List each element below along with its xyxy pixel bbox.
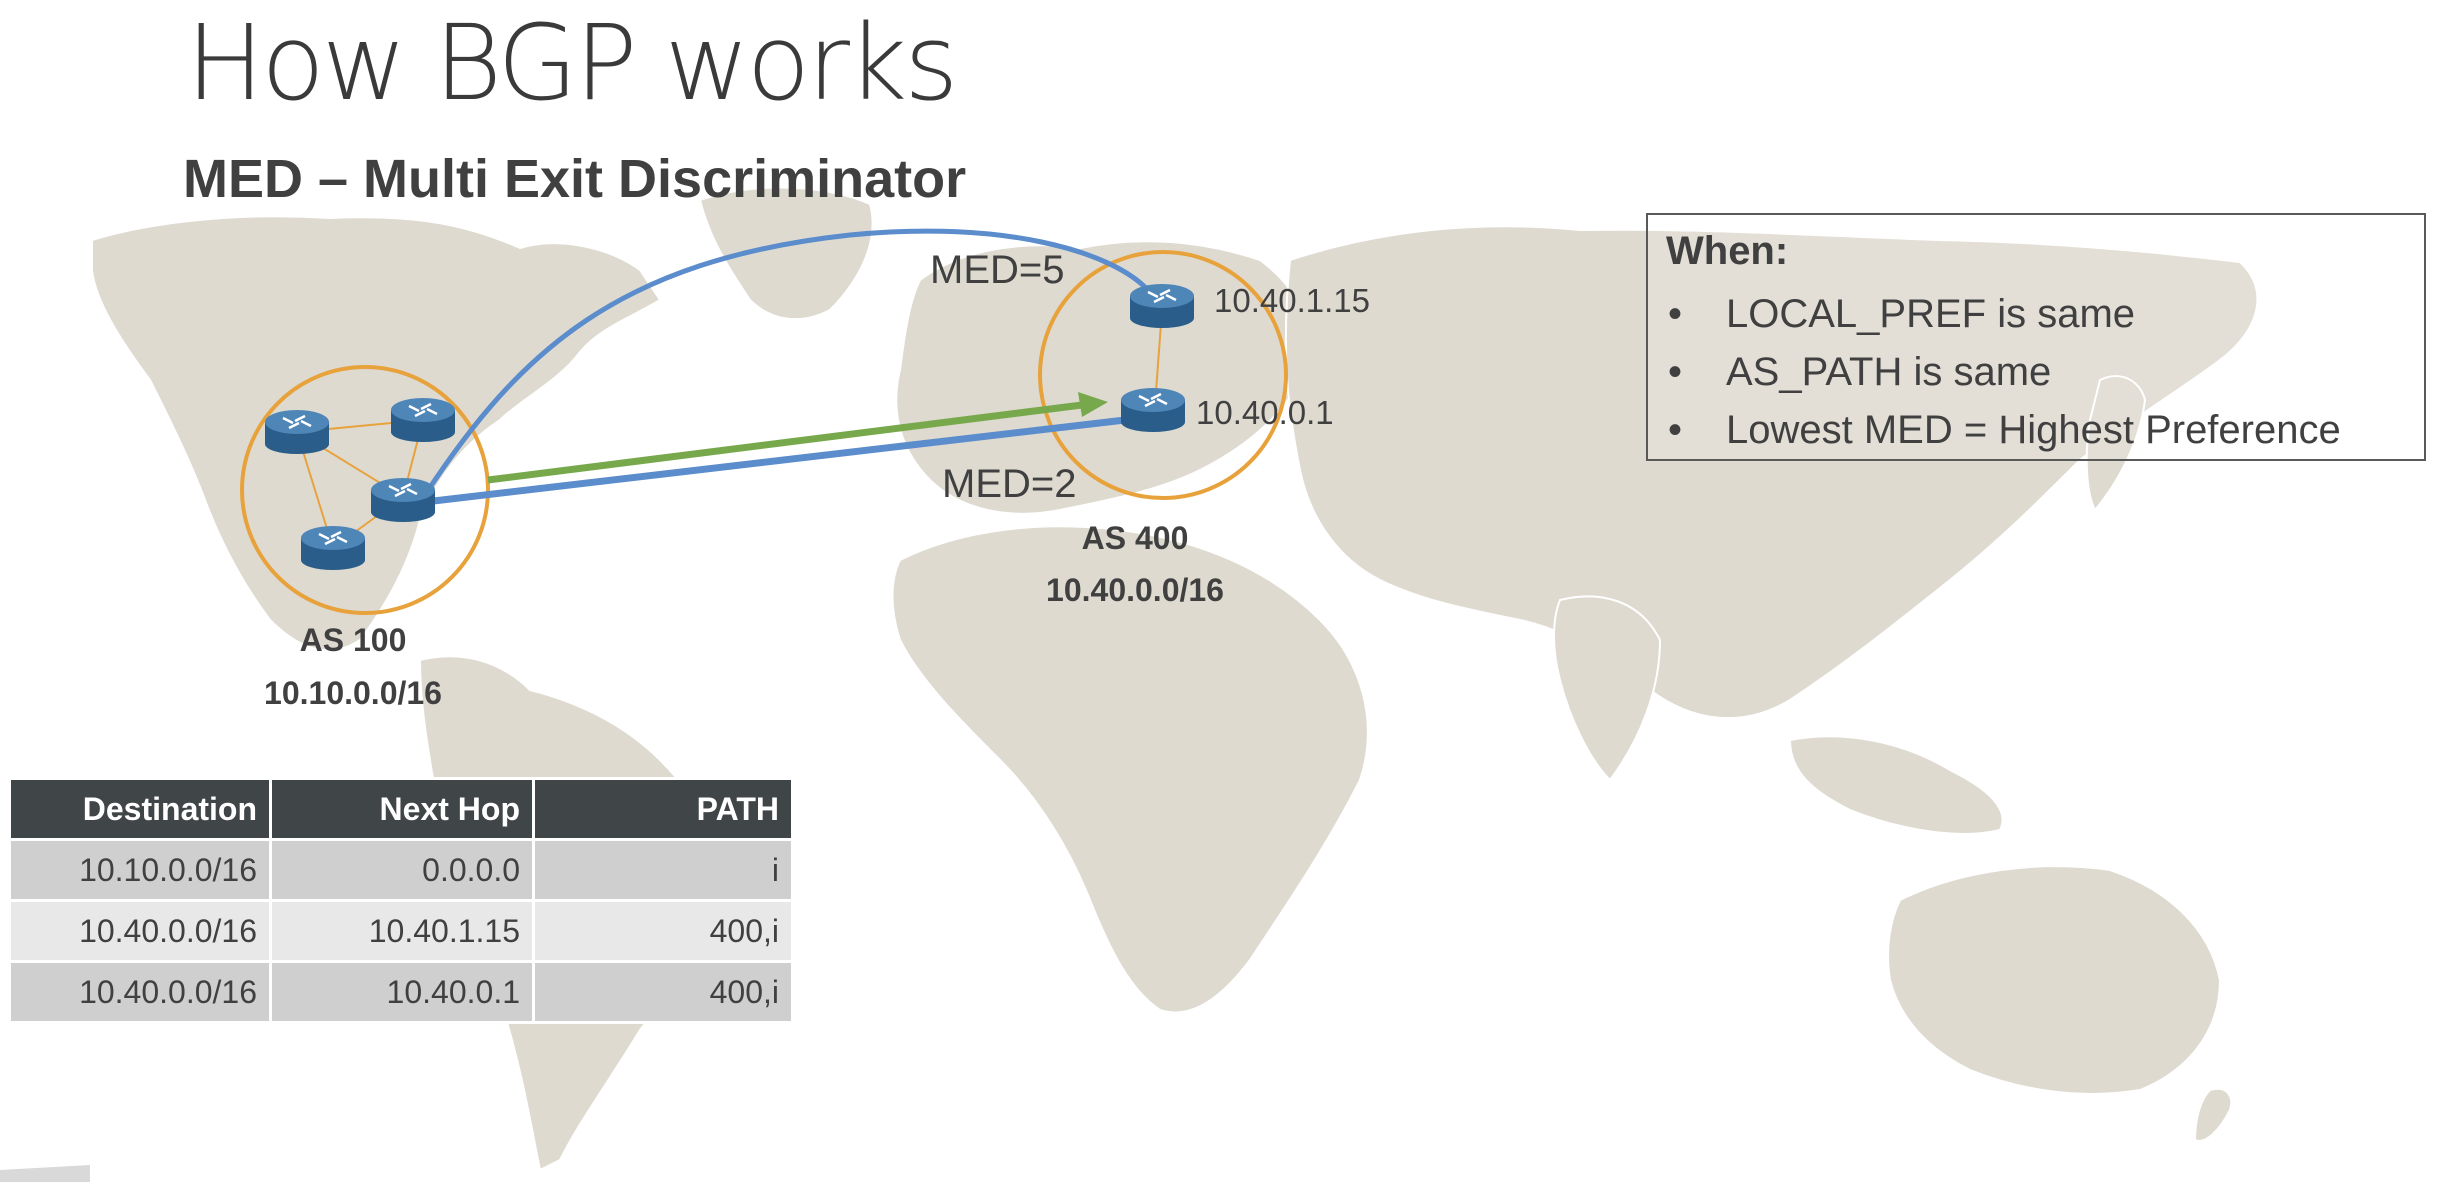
cell-path: 400,i	[532, 960, 794, 1024]
when-condition-item: • AS_PATH is same	[1662, 343, 2341, 401]
column-header-next-hop: Next Hop	[269, 777, 535, 841]
bullet-icon: •	[1668, 408, 1683, 452]
when-condition-item: • LOCAL_PREF is same	[1662, 285, 2341, 343]
as400-name: AS 400	[1081, 520, 1189, 556]
as400-prefix: 10.40.0.0/16	[1046, 572, 1224, 608]
asia-landmass	[1284, 225, 2259, 720]
cell-next-hop: 10.40.0.1	[269, 960, 535, 1024]
router-icon	[301, 526, 365, 570]
as400-circle	[1038, 250, 1288, 500]
router-icon	[265, 410, 329, 454]
when-title: When:	[1666, 229, 1789, 273]
med2-label: MED=2	[942, 462, 1077, 506]
table-row: 10.40.0.0/16 10.40.0.1 400,i	[8, 960, 794, 1024]
router-icon	[371, 478, 435, 522]
as100-circle	[240, 365, 490, 615]
table-row: 10.10.0.0/16 0.0.0.0 i	[8, 838, 794, 902]
southeast-asia-landmass	[1788, 735, 2004, 835]
router-ip-bottom: 10.40.0.1	[1196, 394, 1334, 431]
cell-next-hop: 10.40.1.15	[269, 899, 535, 963]
as100-prefix: 10.10.0.0/16	[264, 675, 442, 711]
cell-next-hop: 0.0.0.0	[269, 838, 535, 902]
router-icon	[1130, 284, 1194, 328]
japan-landmass	[2085, 375, 2147, 512]
cell-path: 400,i	[532, 899, 794, 963]
cell-destination: 10.40.0.0/16	[8, 899, 272, 963]
slide-title: How BGP works	[186, 2, 958, 124]
cell-destination: 10.10.0.0/16	[8, 838, 272, 902]
table-row: 10.40.0.0/16 10.40.1.15 400,i	[8, 899, 794, 963]
when-condition-text: Lowest MED = Highest Preference	[1726, 408, 2341, 452]
router-ip-top: 10.40.1.15	[1214, 282, 1370, 319]
new-zealand-landmass	[2193, 1087, 2233, 1142]
india-landmass	[1553, 595, 1662, 782]
bullet-icon: •	[1668, 292, 1683, 336]
column-header-destination: Destination	[8, 777, 272, 841]
as100-name: AS 100	[299, 622, 407, 658]
med2-link	[424, 416, 1126, 506]
routing-table: Destination Next Hop PATH 10.10.0.0/16 0…	[8, 777, 794, 1024]
when-condition-text: LOCAL_PREF is same	[1726, 292, 2136, 336]
router-icon	[391, 398, 455, 442]
cell-path: i	[532, 838, 794, 902]
slide-subtitle: MED – Multi Exit Discriminator	[183, 149, 967, 209]
table-header-row: Destination Next Hop PATH	[8, 777, 794, 841]
preferred-path-arrow	[487, 401, 1083, 484]
europe-landmass	[895, 240, 1309, 515]
med5-label: MED=5	[930, 248, 1065, 292]
router-icon	[1121, 388, 1185, 432]
when-condition-text: AS_PATH is same	[1726, 350, 2052, 394]
cell-destination: 10.40.0.0/16	[8, 960, 272, 1024]
australia-landmass	[1887, 865, 2222, 1095]
preferred-path-arrowhead	[1078, 392, 1108, 417]
med5-link	[422, 228, 1150, 497]
when-conditions-list: • LOCAL_PREF is same • AS_PATH is same •…	[1662, 285, 2341, 459]
bullet-icon: •	[1668, 350, 1683, 394]
when-conditions-box: When: • LOCAL_PREF is same • AS_PATH is …	[1646, 213, 2426, 461]
greenland-landmass	[698, 186, 874, 321]
when-condition-item: • Lowest MED = Highest Preference	[1662, 401, 2341, 459]
africa-landmass	[891, 525, 1369, 1014]
north-america-landmass	[91, 215, 662, 652]
column-header-path: PATH	[532, 777, 794, 841]
